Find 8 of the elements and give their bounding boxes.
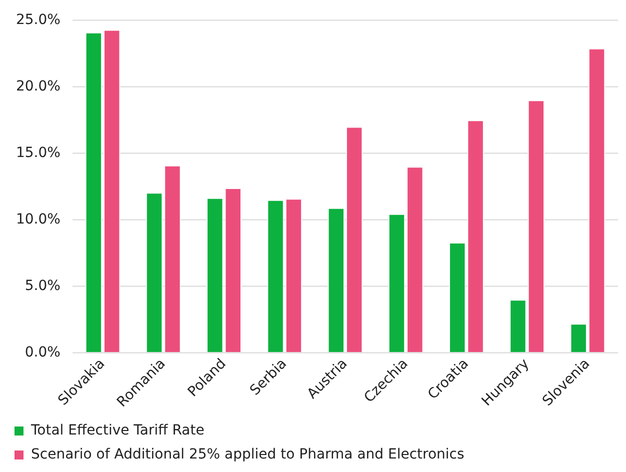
y-tick-label: 10.0% [16, 212, 60, 228]
legend-label: Total Effective Tariff Rate [30, 422, 204, 439]
y-tick-label: 15.0% [16, 145, 60, 162]
legend-label: Scenario of Additional 25% applied to Pharma and Electronics [31, 446, 464, 463]
y-tick-label: 20.0% [16, 78, 60, 95]
y-tick-label: 5.0% [24, 278, 60, 294]
y-tick-label: 0.0% [24, 344, 60, 360]
y-tick-label: 25.0% [16, 12, 60, 28]
